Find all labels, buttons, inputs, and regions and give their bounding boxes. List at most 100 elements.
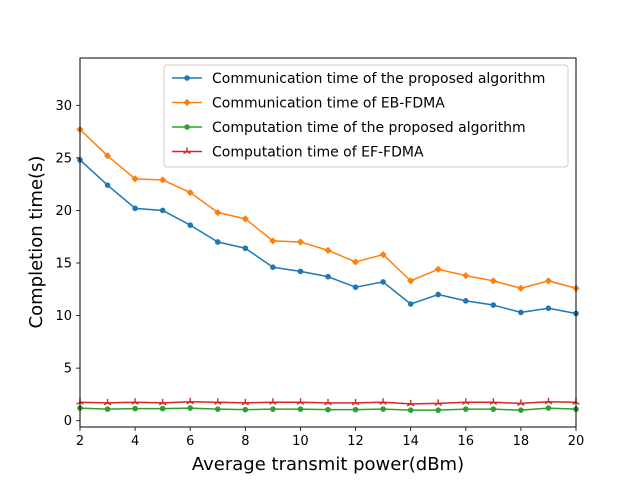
legend: Communication time of the proposed algor…: [163, 64, 569, 168]
data-point: [324, 398, 332, 406]
data-point: [379, 398, 387, 405]
data-point: [407, 277, 415, 285]
data-point: [104, 406, 111, 412]
data-point: [517, 399, 525, 406]
data-point: [407, 301, 414, 307]
x-tick-label: 20: [568, 434, 585, 449]
legend-marker: [184, 75, 190, 81]
data-point: [351, 258, 360, 266]
data-point: [214, 239, 221, 245]
data-point: [297, 406, 304, 412]
data-point: [518, 407, 524, 413]
y-tick-label: 10: [55, 309, 72, 324]
x-tick-label: 4: [131, 434, 139, 449]
x-tick-label: 2: [76, 434, 84, 449]
x-axis: 2 4 6 8 10 12 14 16 18 20: [76, 427, 584, 449]
x-tick-label: 6: [186, 434, 194, 449]
legend-label: Computation time of the proposed algorit…: [212, 120, 526, 136]
data-point: [242, 406, 249, 413]
data-point: [103, 398, 112, 406]
data-point: [241, 215, 249, 223]
series-4: [76, 397, 580, 407]
legend-marker: [184, 124, 190, 130]
legend-label: Communication time of the proposed algor…: [212, 71, 545, 87]
data-point: [241, 398, 250, 406]
data-point: [325, 273, 331, 280]
series-1: [77, 157, 579, 317]
data-point: [462, 298, 469, 304]
data-point: [242, 245, 249, 252]
data-point: [490, 406, 497, 412]
data-point: [159, 207, 166, 214]
data-point: [324, 246, 332, 254]
data-point: [545, 405, 552, 411]
data-point: [406, 399, 415, 407]
data-point: [489, 398, 498, 405]
data-point: [489, 277, 497, 285]
data-point: [380, 406, 386, 412]
legend-item: Computation time of the proposed algorit…: [172, 120, 526, 136]
y-tick-label: 5: [64, 362, 72, 377]
data-point: [407, 407, 414, 413]
legend-item: Communication time of the proposed algor…: [172, 71, 545, 87]
y-tick-label: 15: [55, 257, 72, 272]
data-point: [435, 291, 442, 298]
data-point: [462, 272, 470, 280]
data-point: [434, 265, 442, 273]
data-point: [187, 222, 194, 228]
x-tick-label: 18: [513, 434, 530, 449]
data-point: [214, 208, 222, 217]
data-point: [434, 399, 443, 406]
legend-marker: [183, 98, 191, 107]
x-tick-label: 8: [241, 434, 249, 449]
x-tick-label: 10: [292, 434, 309, 449]
data-point: [187, 405, 194, 411]
data-point: [269, 398, 277, 405]
legend-label: Computation time of EF-FDMA: [212, 145, 424, 161]
data-point: [297, 268, 304, 275]
series-3: [77, 405, 579, 413]
data-point: [461, 398, 470, 405]
x-tick-label: 14: [402, 434, 419, 449]
data-point: [131, 398, 139, 405]
data-point: [544, 277, 553, 285]
data-point: [462, 406, 469, 412]
data-point: [296, 238, 305, 246]
legend-label: Communication time of EB-FDMA: [212, 96, 445, 112]
data-point: [159, 176, 167, 184]
plot-series-group: [76, 125, 580, 413]
data-point: [296, 398, 305, 405]
data-point: [132, 405, 138, 412]
data-point: [104, 182, 111, 189]
data-point: [545, 305, 552, 312]
data-point: [544, 397, 553, 405]
data-point: [379, 250, 387, 259]
data-point: [352, 284, 359, 290]
y-tick-label: 0: [64, 414, 72, 429]
data-point: [270, 406, 276, 412]
y-tick-label: 20: [55, 204, 72, 219]
y-axis: 0 5 10 15 20 25 30: [55, 99, 80, 429]
data-point: [132, 205, 138, 212]
data-point: [325, 406, 331, 413]
data-point: [213, 398, 222, 405]
data-point: [517, 284, 525, 292]
data-point: [490, 302, 497, 308]
y-axis-label: Completion time(s): [26, 156, 47, 329]
data-point: [270, 264, 276, 271]
legend-marker: [183, 147, 191, 155]
legend-item: Communication time of EB-FDMA: [172, 96, 445, 112]
data-point: [186, 188, 194, 197]
data-point: [214, 406, 221, 412]
series-2: [76, 125, 580, 292]
data-point: [159, 405, 166, 412]
data-point: [380, 279, 386, 285]
data-point: [352, 406, 359, 413]
data-point: [518, 309, 524, 316]
plot-frame: [79, 57, 577, 428]
data-point: [269, 237, 277, 245]
data-point: [351, 398, 360, 406]
x-tick-label: 16: [458, 434, 475, 449]
data-point: [435, 407, 442, 413]
